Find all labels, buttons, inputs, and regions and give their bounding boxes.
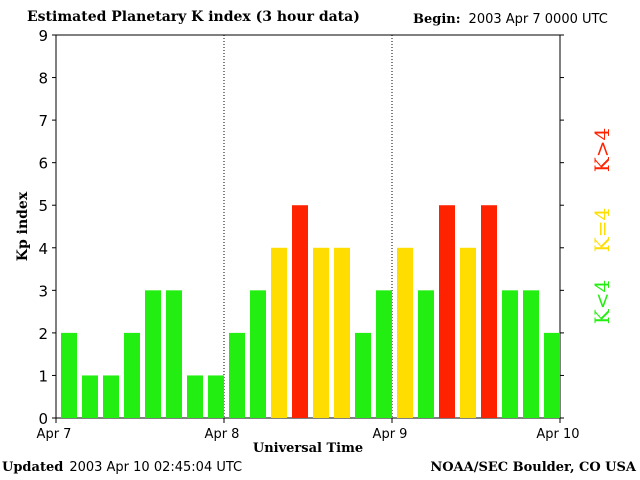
y-tick-label: 0 <box>38 410 48 428</box>
y-tick-label: 7 <box>38 112 48 130</box>
y-tick-label: 3 <box>38 282 48 300</box>
kp-bar <box>460 247 476 418</box>
kp-bar <box>439 205 455 418</box>
y-tick-label: 8 <box>38 70 48 88</box>
kp-bar <box>82 375 98 418</box>
kp-bar <box>103 375 119 418</box>
x-tick-label: Apr 9 <box>373 427 408 442</box>
kp-bar <box>271 247 287 418</box>
kp-bar <box>355 332 371 418</box>
kp-bar <box>418 290 434 418</box>
begin-value: 2003 Apr 7 0000 UTC <box>468 12 608 27</box>
kp-bar <box>145 290 161 418</box>
x-tick-label: Apr 7 <box>37 427 72 442</box>
y-tick-label: 4 <box>38 240 48 258</box>
legend-mid: K=4 <box>588 190 616 270</box>
kp-bar <box>481 205 497 418</box>
y-axis-label: Kp index <box>15 191 31 261</box>
kp-bar <box>124 332 140 418</box>
kp-bar <box>397 247 413 418</box>
y-tick-label: 1 <box>38 367 48 385</box>
kp-bar <box>523 290 539 418</box>
legend-low-label: K<4 <box>590 279 614 325</box>
kp-bar <box>376 290 392 418</box>
y-tick-label: 2 <box>38 325 48 343</box>
x-axis-label: Universal Time <box>253 441 363 456</box>
kp-bar <box>61 332 77 418</box>
updated-time: Updated 2003 Apr 10 02:45:04 UTC <box>2 460 242 475</box>
begin-label: Begin: <box>413 12 461 27</box>
x-tick-label: Apr 8 <box>205 427 240 442</box>
legend-mid-label: K=4 <box>590 207 614 253</box>
legend-high: K>4 <box>588 110 616 190</box>
y-tick-label: 6 <box>38 155 48 173</box>
y-tick-label: 9 <box>38 27 48 45</box>
credit: NOAA/SEC Boulder, CO USA <box>430 460 636 475</box>
begin-time: Begin: 2003 Apr 7 0000 UTC <box>413 12 608 27</box>
y-tick-label: 5 <box>38 197 48 215</box>
kp-bar <box>250 290 266 418</box>
legend-low: K<4 <box>588 262 616 342</box>
legend-high-label: K>4 <box>590 127 614 173</box>
kp-bar <box>208 375 224 418</box>
kp-bar <box>166 290 182 418</box>
kp-bar <box>187 375 203 418</box>
kp-bar <box>334 247 350 418</box>
kp-bar <box>502 290 518 418</box>
kp-bar <box>313 247 329 418</box>
updated-value: 2003 Apr 10 02:45:04 UTC <box>69 460 243 475</box>
chart-title: Estimated Planetary K index (3 hour data… <box>27 9 360 25</box>
kp-bar <box>292 205 308 418</box>
kp-bar <box>544 332 560 418</box>
updated-label: Updated <box>2 460 64 475</box>
kp-bar <box>229 332 245 418</box>
x-tick-label: Apr 10 <box>536 427 579 442</box>
